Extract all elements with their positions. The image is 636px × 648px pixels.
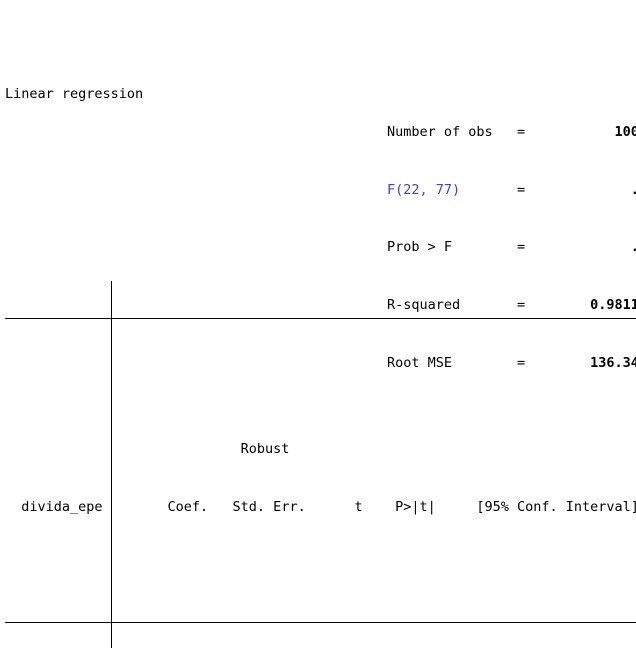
header-spacer [5, 440, 103, 459]
coefficient-table: Robust divida_epe Coef. Std. Err. t P>|t| [95… [5, 280, 636, 648]
equals-sign: = [517, 239, 526, 256]
stat-label: R-squared [387, 297, 461, 313]
stat-number-of-obs: Number of obs = 100 [387, 123, 636, 142]
header-std-err: Std. Err. [232, 498, 306, 515]
header-t: t [354, 498, 363, 515]
equals-sign: = [517, 124, 526, 141]
table-header-columns-row: divida_epe Coef. Std. Err. t P>|t| [95% Conf.… [5, 498, 636, 517]
header-conf-interval: [95% Conf. Interval] [476, 498, 636, 515]
equals-sign: = [517, 354, 526, 371]
stat-value: . [525, 181, 636, 200]
stat-root-mse: Root MSE = 136.34 [387, 354, 636, 373]
model-title: Linear regression [5, 85, 144, 102]
equals-sign: = [517, 297, 526, 313]
stat-value: 0.9811 [590, 297, 636, 313]
model-stats: Number of obs = 100 F(22, 77) =. Prob > F =.… [387, 85, 636, 411]
stat-r-squared: R-squared = 0.9811 [387, 296, 636, 315]
stat-label: Number of obs [387, 124, 493, 141]
model-summary: Linear regression Number of obs = 100 F(22… [5, 85, 636, 371]
stat-prob-f: Prob > F =. [387, 238, 636, 257]
stat-value: . [525, 238, 636, 257]
table-header: Robust divida_epe Coef. Std. Err. t P>|t| [95… [5, 396, 636, 565]
table-mid-rule [5, 622, 636, 624]
f-test-link[interactable]: F(22, 77) [387, 181, 461, 198]
stat-value: 100 [614, 124, 636, 141]
stat-label: Prob > F [387, 239, 453, 256]
stat-label: Root MSE [387, 354, 453, 371]
table-vertical-divider [110, 280, 112, 648]
header-robust: Robust [240, 441, 290, 458]
header-depvar: divida_epe [21, 498, 103, 515]
equals-sign: = [517, 181, 526, 198]
table-header-robust-row: Robust [5, 440, 636, 459]
stat-f: F(22, 77) =. [387, 181, 636, 200]
header-coef: Coef. [167, 498, 209, 515]
stat-value: 136.34 [590, 354, 636, 371]
header-p: P>|t| [395, 498, 436, 515]
table-top-rule [5, 318, 636, 320]
